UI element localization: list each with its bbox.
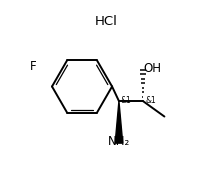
Text: NH₂: NH₂ [108, 135, 130, 148]
Text: &1: &1 [145, 96, 156, 105]
Text: HCl: HCl [95, 15, 118, 28]
Text: &1: &1 [121, 96, 132, 105]
Text: OH: OH [144, 62, 162, 75]
Polygon shape [115, 101, 123, 143]
Text: F: F [30, 60, 36, 73]
